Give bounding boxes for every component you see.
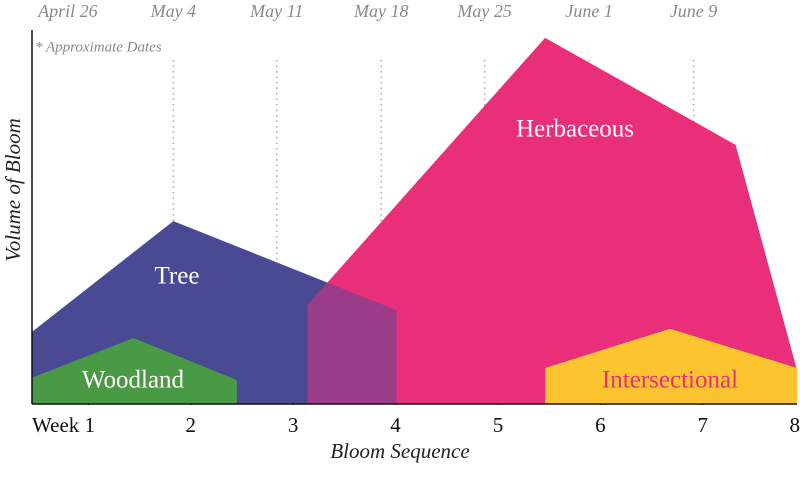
date-label: May 4 [150, 1, 196, 21]
series-label: Woodland [82, 367, 185, 394]
date-label: April 26 [37, 1, 98, 21]
area [545, 328, 797, 404]
x-tick-label: 5 [493, 413, 504, 437]
series-label: Tree [155, 263, 200, 290]
date-label: May 25 [456, 1, 511, 21]
x-axis-title: Bloom Sequence [330, 439, 469, 463]
area [32, 338, 237, 404]
x-tick-label: 8 [790, 413, 800, 437]
x-tick-label: Week 1 [32, 413, 95, 437]
x-tick-label: 7 [698, 413, 709, 437]
x-tick-label: 2 [185, 413, 196, 437]
note: * Approximate Dates [35, 39, 162, 55]
date-label: May 11 [249, 1, 303, 21]
date-label: June 1 [565, 1, 612, 21]
x-tick-label: 4 [390, 413, 401, 437]
series-label: Herbaceous [516, 116, 634, 143]
date-label: June 9 [670, 1, 717, 21]
x-tick-label: 6 [595, 413, 606, 437]
series-label: Intersectional [602, 367, 738, 394]
area [307, 37, 797, 404]
y-axis-title: Volume of Bloom [1, 118, 25, 261]
x-tick-label: 3 [288, 413, 299, 437]
date-label: May 18 [353, 1, 408, 21]
